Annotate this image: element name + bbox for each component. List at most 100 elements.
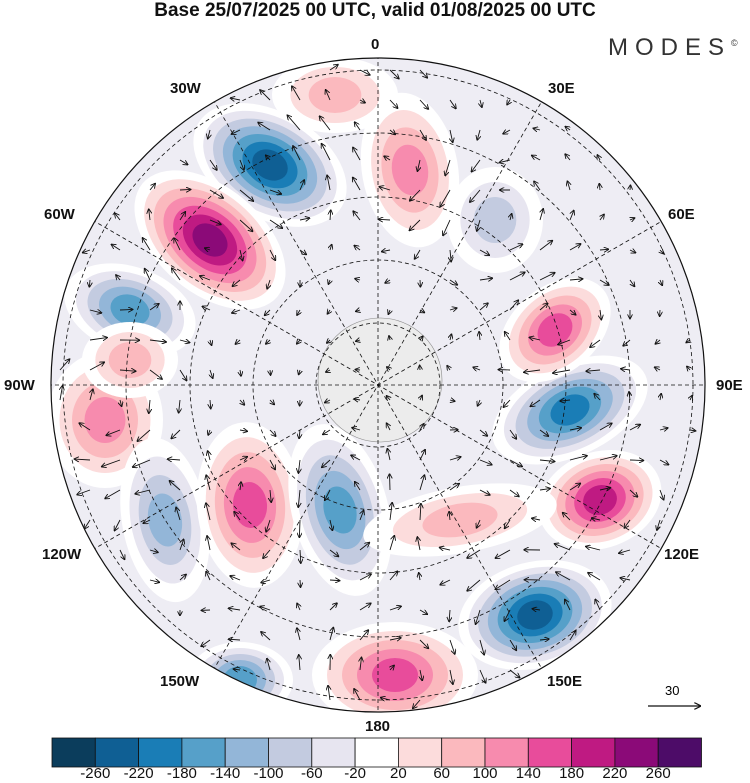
wind-arrow (59, 359, 69, 371)
wind-arrow (202, 306, 211, 310)
wind-arrow (143, 520, 151, 523)
wind-arrow (297, 604, 300, 611)
wind-arrow (179, 212, 185, 221)
colorbar-swatch (614, 737, 659, 768)
wind-arrow (232, 310, 241, 313)
wind-arrow (112, 245, 121, 251)
wind-arrow (445, 159, 451, 175)
wind-arrow (569, 483, 580, 491)
wind-arrow (261, 632, 271, 641)
wind-arrow (209, 159, 217, 170)
wind-arrow (449, 512, 450, 521)
wind-arrow (655, 367, 661, 370)
wind-arrow (629, 489, 637, 497)
wind-arrow (450, 249, 451, 261)
wind-arrow (299, 519, 300, 537)
wind-arrow (599, 488, 610, 490)
wind-arrow (415, 249, 421, 259)
colorbar-swatch (268, 737, 313, 768)
wind-arrow (120, 399, 122, 406)
wind-arrow (330, 210, 331, 221)
wind-arrow (553, 369, 571, 373)
wind-arrow (379, 187, 391, 190)
wind-arrow (149, 399, 150, 413)
colorbar-label: 140 (515, 765, 541, 782)
colorbar-swatch (138, 737, 183, 768)
wind-arrow (389, 69, 399, 79)
wind-arrow (266, 519, 271, 532)
wind-arrow (168, 459, 181, 460)
colorbar-label: 20 (390, 765, 407, 782)
wind-arrow (387, 367, 390, 370)
wind-arrow (298, 489, 300, 507)
wind-arrow (135, 489, 151, 494)
wind-arrow (322, 459, 331, 467)
wind-arrow (388, 310, 390, 314)
wind-arrow (420, 669, 422, 680)
anomaly-blob (312, 622, 478, 712)
wind-arrow (356, 340, 360, 341)
wind-arrow (539, 639, 549, 640)
wind-arrow (570, 211, 574, 221)
wind-arrow (200, 276, 211, 281)
wind-arrow (329, 603, 337, 611)
wind-arrow (297, 340, 300, 344)
wind-arrow (472, 159, 481, 172)
wind-arrow (507, 100, 510, 105)
wind-arrow (473, 367, 481, 370)
wind-arrow (689, 430, 695, 431)
wind-arrow (569, 428, 581, 430)
wind-arrow (179, 159, 188, 165)
colorbar-label: 180 (559, 765, 585, 782)
anomaly-blob (196, 422, 304, 588)
wind-arrow (600, 309, 601, 319)
wind-arrow (567, 181, 570, 191)
wind-arrow (230, 576, 241, 581)
wind-arrow (509, 669, 520, 678)
wind-arrow (269, 219, 282, 228)
colorbar-swatch (657, 737, 702, 768)
wind-arrow (328, 686, 330, 701)
wind-arrow (231, 543, 241, 551)
colorbar-swatch (51, 737, 96, 768)
wind-arrow (629, 460, 643, 461)
wind-arrow (149, 580, 159, 582)
wind-arrow (354, 399, 361, 400)
wind-arrow (267, 659, 270, 671)
wind-arrow (351, 455, 361, 461)
wind-arrow (265, 309, 271, 315)
wind-arrow (563, 513, 571, 521)
colorbar-swatch (571, 737, 616, 768)
wind-arrow (145, 269, 151, 281)
wind-arrow (509, 639, 516, 650)
wind-arrow (206, 503, 211, 521)
wind-arrow (179, 189, 190, 190)
wind-arrow (75, 459, 91, 460)
wind-arrow (320, 116, 331, 131)
wind-arrow (599, 456, 617, 461)
wind-arrow (449, 457, 461, 460)
wind-arrow (413, 699, 421, 708)
wind-arrow (569, 309, 576, 315)
wind-arrow (630, 279, 634, 286)
wind-arrow (387, 423, 390, 431)
wind-arrow (532, 155, 541, 161)
wind-arrow (206, 572, 210, 581)
wind-arrow (620, 578, 631, 580)
wind-arrow (359, 574, 371, 581)
wind-vectors (60, 65, 695, 709)
wind-arrow (208, 430, 210, 435)
wind-arrow (171, 429, 181, 438)
wind-arrow (299, 429, 300, 438)
wind-arrow (232, 279, 241, 286)
wind-arrow (479, 639, 484, 655)
wind-arrow (115, 519, 121, 530)
figure-title: Base 25/07/2025 00 UTC, valid 01/08/2025… (154, 0, 596, 21)
wind-arrow (389, 571, 397, 581)
wind-arrow (417, 537, 420, 551)
wind-arrow (235, 340, 240, 344)
wind-arrow (149, 304, 159, 311)
colorbar-label: -220 (123, 765, 154, 782)
wind-arrow (420, 310, 424, 312)
